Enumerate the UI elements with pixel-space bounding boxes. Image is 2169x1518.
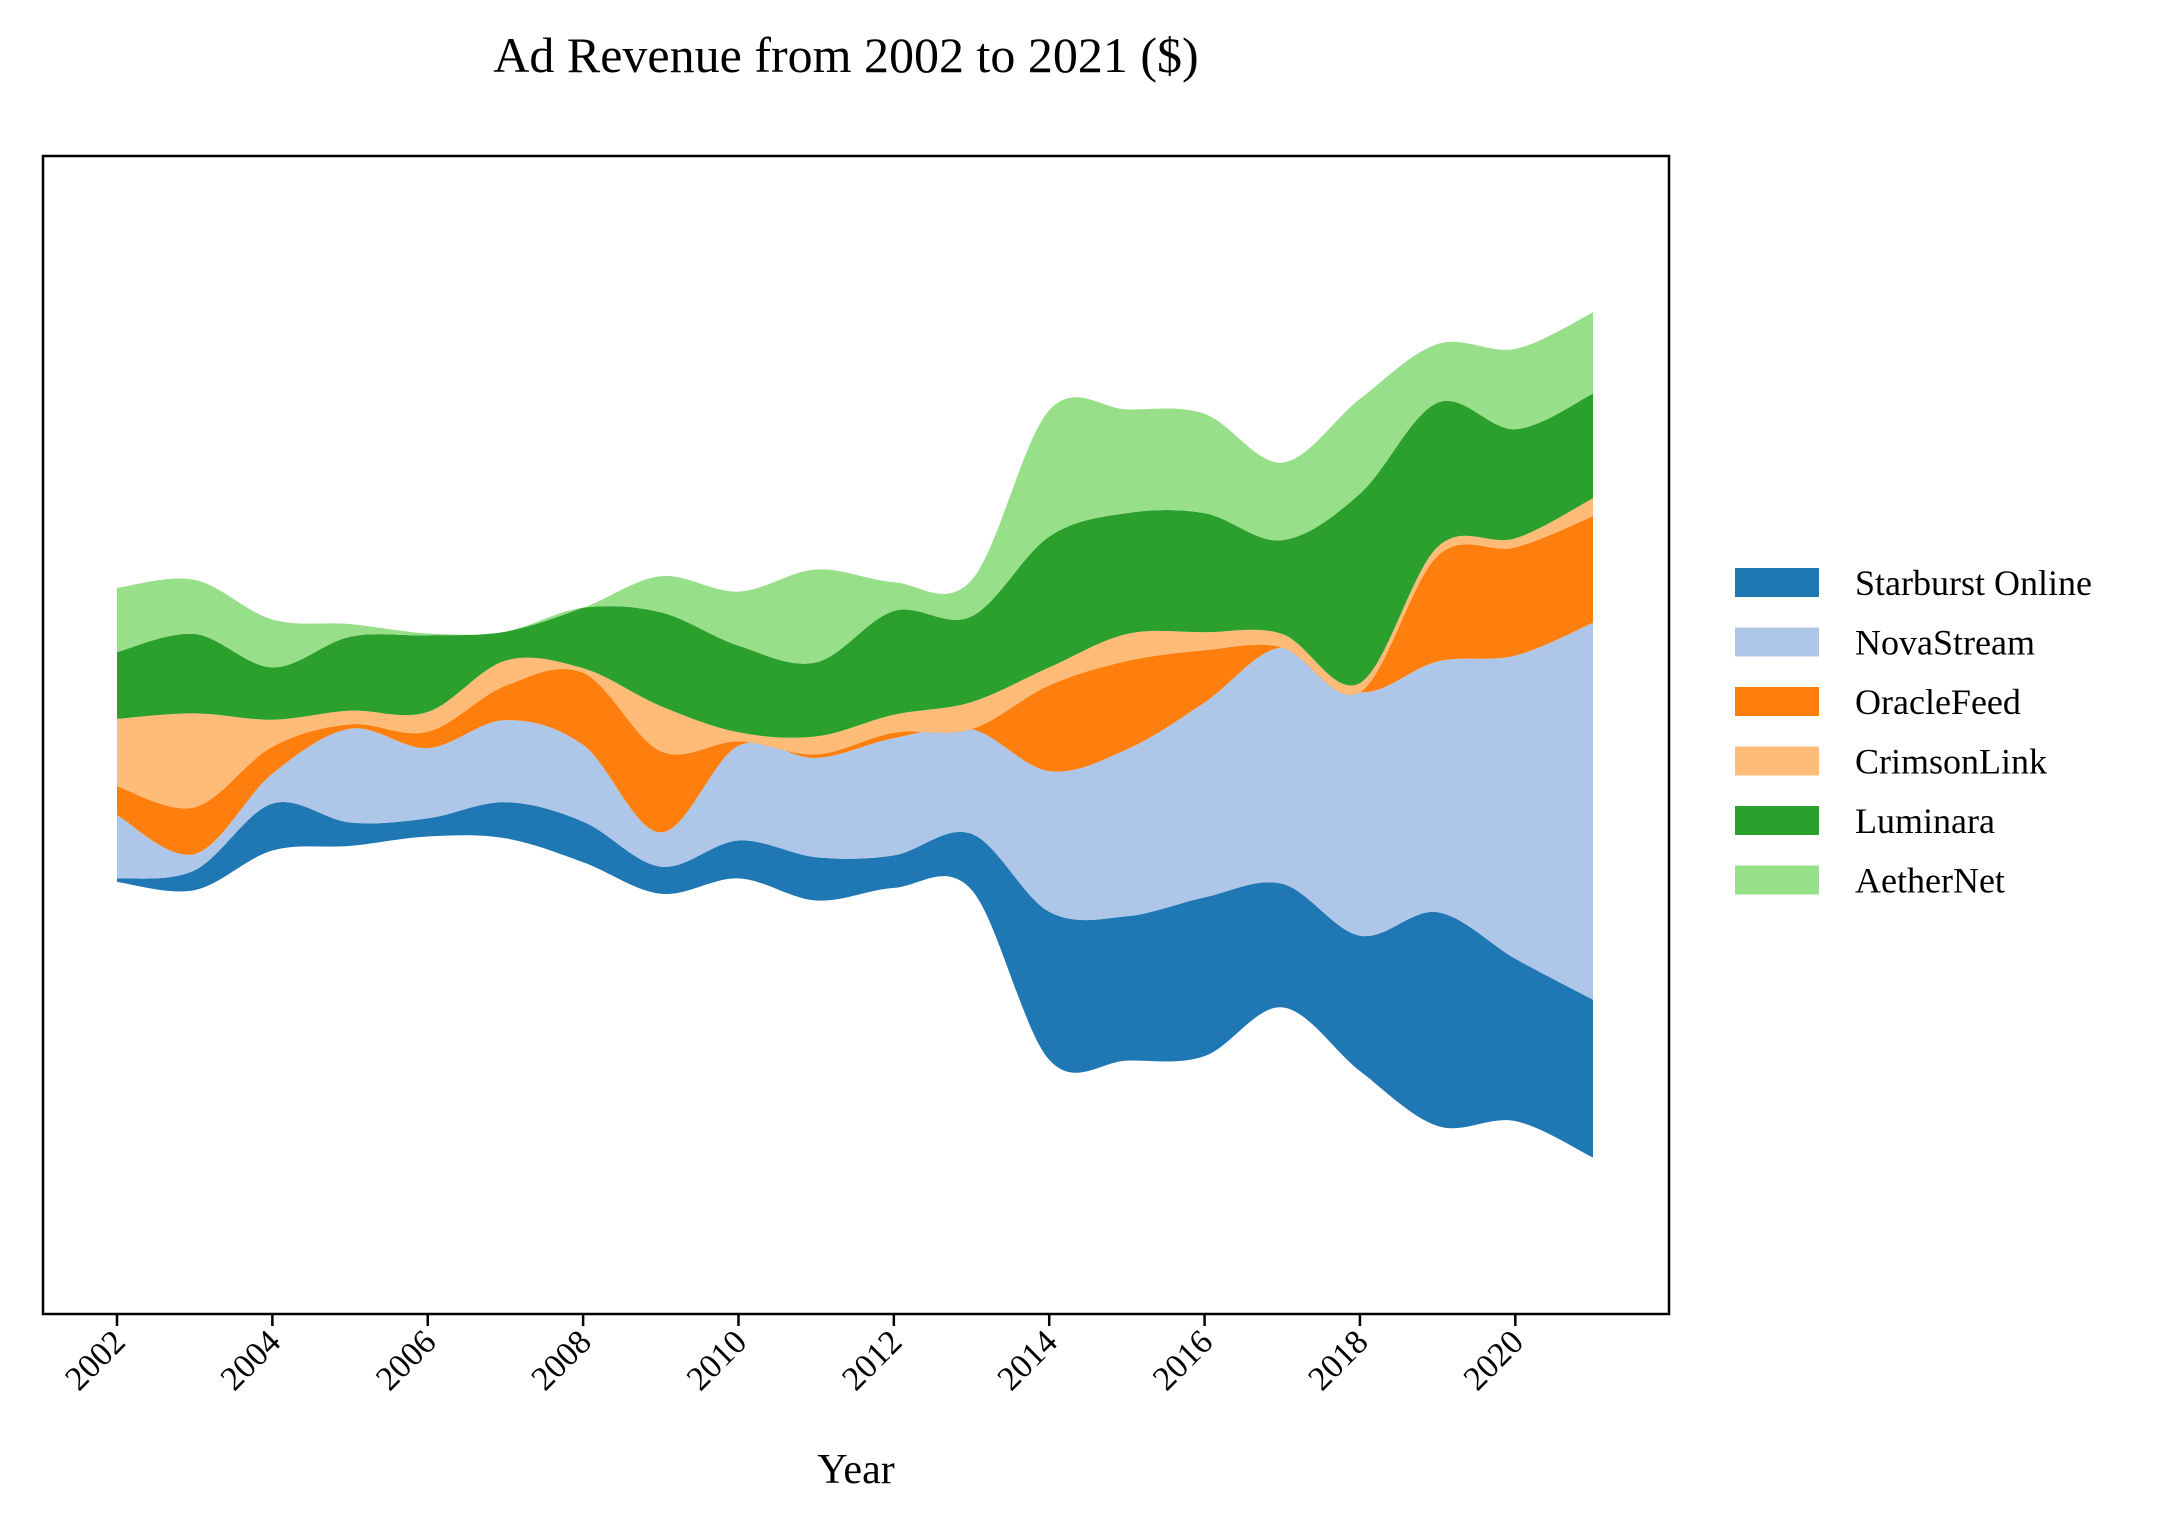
legend-label: NovaStream [1855, 623, 2035, 663]
x-tick-label: 2016 [1146, 1323, 1220, 1397]
stream-layer-aethernet [117, 312, 1593, 668]
stream-layer-novastream [117, 622, 1593, 1000]
stream-layer-luminara [117, 393, 1593, 738]
x-tick-label: 2010 [680, 1323, 754, 1397]
x-axis-ticks: 2002 2004 2006 2008 2010 2012 2014 2016 2018 2020 [58, 1314, 1531, 1398]
stream-layer-oraclefeed [117, 516, 1593, 855]
x-axis-label: Year [817, 1447, 894, 1493]
x-tick-label: 2018 [1301, 1323, 1375, 1397]
x-tick-label: 2020 [1457, 1323, 1531, 1397]
legend: Starburst Online NovaStream OracleFeed Crim… [1735, 563, 2092, 901]
x-tick-label: 2014 [991, 1323, 1065, 1397]
legend-swatch [1735, 746, 1819, 776]
legend-label: Starburst Online [1855, 563, 2092, 603]
legend-swatch [1735, 806, 1819, 835]
x-tick-label: 2002 [58, 1323, 132, 1397]
chart-title: Ad Revenue from 2002 to 2021 ($) [493, 27, 1198, 83]
legend-label: Luminara [1855, 801, 1995, 841]
legend-swatch [1735, 568, 1819, 597]
x-tick-label: 2004 [214, 1323, 288, 1397]
stream-layer-starburst-online [117, 801, 1593, 1158]
x-tick-label: 2008 [525, 1323, 599, 1397]
legend-swatch [1735, 865, 1819, 895]
legend-swatch [1735, 627, 1819, 657]
x-tick-label: 2012 [835, 1323, 909, 1397]
legend-swatch [1735, 687, 1819, 716]
stream-layer-crimsonlink [117, 498, 1593, 809]
x-tick-label: 2006 [369, 1323, 443, 1397]
legend-label: CrimsonLink [1855, 742, 2047, 782]
legend-label: AetherNet [1855, 861, 2005, 901]
stream-layers [117, 312, 1593, 1158]
plot-frame [41, 154, 1671, 1316]
legend-label: OracleFeed [1855, 682, 2021, 722]
